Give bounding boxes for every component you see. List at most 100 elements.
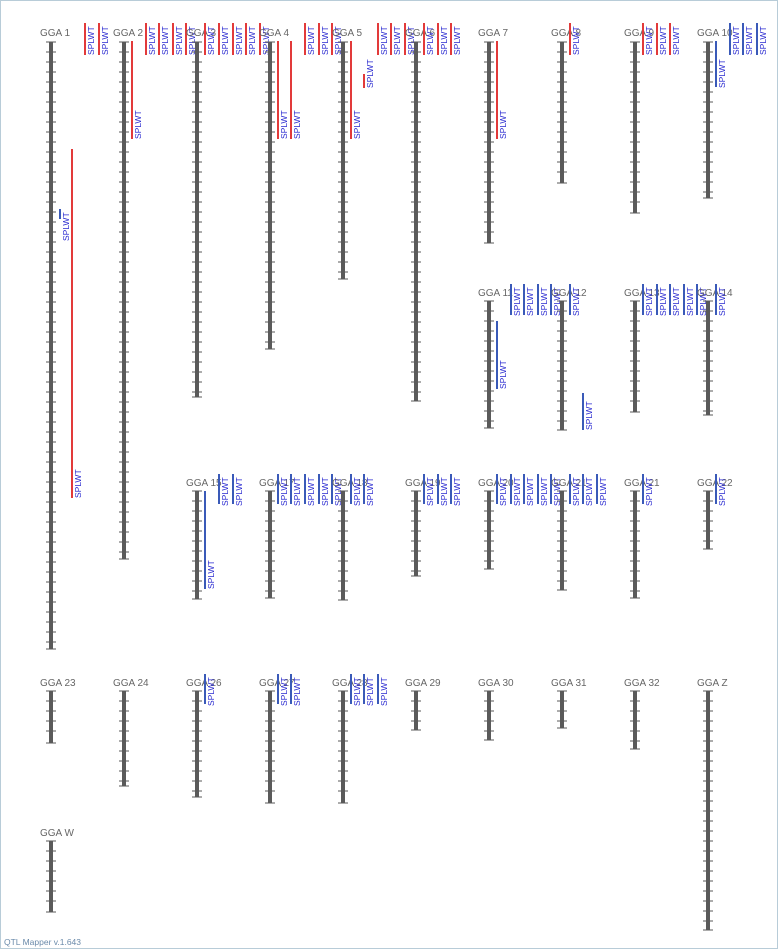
chromosome-bar xyxy=(487,491,491,569)
qtl-label[interactable]: SPLWT xyxy=(439,477,449,506)
qtl-label[interactable]: SPLWT xyxy=(292,110,302,139)
qtl-label[interactable]: SPLWT xyxy=(512,287,522,316)
qtl-label[interactable]: SPLWT xyxy=(658,287,668,316)
qtl-label[interactable]: SPLWT xyxy=(320,477,330,506)
qtl-label[interactable]: SPLWT xyxy=(365,677,375,706)
qtl-label[interactable]: SPLWT xyxy=(717,59,727,88)
qtl-label[interactable]: SPLWT xyxy=(539,287,549,316)
qtl-label[interactable]: SPLWT xyxy=(206,560,216,589)
qtl-label[interactable]: SPLWT xyxy=(552,287,562,316)
qtl-label[interactable]: SPLWT xyxy=(644,26,654,55)
qtl-label[interactable]: SPLWT xyxy=(698,287,708,316)
qtl-label[interactable]: SPLWT xyxy=(498,110,508,139)
qtl-label[interactable]: SPLWT xyxy=(220,26,230,55)
qtl-label[interactable]: SPLWT xyxy=(425,477,435,506)
chromosome-label: GGA W xyxy=(40,828,74,839)
qtl-label[interactable]: SPLWT xyxy=(365,477,375,506)
qtl-label[interactable]: SPLWT xyxy=(306,26,316,55)
qtl-label[interactable]: SPLWT xyxy=(174,26,184,55)
qtl-label[interactable]: SPLWT xyxy=(584,401,594,430)
qtl-label[interactable]: SPLWT xyxy=(512,477,522,506)
qtl-label[interactable]: SPLWT xyxy=(379,26,389,55)
qtl-label[interactable]: SPLWT xyxy=(439,26,449,55)
qtl-label[interactable]: SPLWT xyxy=(352,677,362,706)
qtl-label[interactable]: SPLWT xyxy=(717,477,727,506)
qtl-label[interactable]: SPLWT xyxy=(731,26,741,55)
qtl-label[interactable]: SPLWT xyxy=(133,110,143,139)
qtl-label[interactable]: SPLWT xyxy=(247,26,257,55)
qtl-label[interactable]: SPLWT xyxy=(279,477,289,506)
qtl-label[interactable]: SPLWT xyxy=(406,26,416,55)
qtl-label[interactable]: SPLWT xyxy=(333,477,343,506)
chromosome-label: GGA 32 xyxy=(624,678,660,689)
qtl-label[interactable]: SPLWT xyxy=(234,477,244,506)
chromosome-gga-29: GGA 29 xyxy=(405,678,441,731)
version-footer: QTL Mapper v.1.643 xyxy=(4,937,82,947)
chromosome-bar xyxy=(122,42,126,559)
qtl-label[interactable]: SPLWT xyxy=(571,477,581,506)
chromosome-bar xyxy=(341,491,345,600)
chromosome-label: GGA 30 xyxy=(478,678,514,689)
qtl-label[interactable]: SPLWT xyxy=(758,26,768,55)
chromosome-bar xyxy=(560,301,564,430)
qtl-label[interactable]: SPLWT xyxy=(539,477,549,506)
qtl-label[interactable]: SPLWT xyxy=(61,212,71,241)
qtl-label[interactable]: SPLWT xyxy=(279,677,289,706)
qtl-label[interactable]: SPLWT xyxy=(671,26,681,55)
chromosome-gga-1: GGA 1 SPLWT SPLWT SPLWT SPLWT xyxy=(40,23,110,650)
qtl-label[interactable]: SPLWT xyxy=(584,477,594,506)
qtl-label[interactable]: SPLWT xyxy=(320,26,330,55)
qtl-label[interactable]: SPLWT xyxy=(292,677,302,706)
qtl-label[interactable]: SPLWT xyxy=(147,26,157,55)
qtl-label[interactable]: SPLWT xyxy=(525,477,535,506)
qtl-label[interactable]: SPLWT xyxy=(379,677,389,706)
qtl-label[interactable]: SPLWT xyxy=(571,287,581,316)
qtl-label[interactable]: SPLWT xyxy=(671,287,681,316)
qtl-label[interactable]: SPLWT xyxy=(220,477,230,506)
chromosome-gga-31: GGA 31 xyxy=(551,678,587,729)
qtl-label[interactable]: SPLWT xyxy=(717,287,727,316)
qtl-label[interactable]: SPLWT xyxy=(100,26,110,55)
chromosome-bar xyxy=(487,691,491,740)
qtl-label[interactable]: SPLWT xyxy=(452,477,462,506)
qtl-label[interactable]: SPLWT xyxy=(234,26,244,55)
qtl-label[interactable]: SPLWT xyxy=(598,477,608,506)
qtl-label[interactable]: SPLWT xyxy=(498,360,508,389)
chromosome-bar xyxy=(633,691,637,749)
qtl-label[interactable]: SPLWT xyxy=(571,26,581,55)
chromosome-label: GGA 9 xyxy=(624,28,654,39)
qtl-label[interactable]: SPLWT xyxy=(279,110,289,139)
qtl-label[interactable]: SPLWT xyxy=(744,26,754,55)
qtl-label[interactable]: SPLWT xyxy=(261,26,271,55)
qtl-label[interactable]: SPLWT xyxy=(452,26,462,55)
qtl-label[interactable]: SPLWT xyxy=(352,110,362,139)
qtl-label[interactable]: SPLWT xyxy=(206,26,216,55)
qtl-label[interactable]: SPLWT xyxy=(187,26,197,55)
qtl-label[interactable]: SPLWT xyxy=(206,677,216,706)
qtl-label[interactable]: SPLWT xyxy=(685,287,695,316)
qtl-label[interactable]: SPLWT xyxy=(365,59,375,88)
qtl-label[interactable]: SPLWT xyxy=(644,477,654,506)
qtl-label[interactable]: SPLWT xyxy=(333,26,343,55)
qtl-label[interactable]: SPLWT xyxy=(658,26,668,55)
qtl-label[interactable]: SPLWT xyxy=(425,26,435,55)
qtl-label[interactable]: SPLWT xyxy=(306,477,316,506)
qtl-label[interactable]: SPLWT xyxy=(352,477,362,506)
chromosome-gga-z: GGA Z xyxy=(697,678,728,931)
qtl-label[interactable]: SPLWT xyxy=(160,26,170,55)
qtl-label[interactable]: SPLWT xyxy=(292,477,302,506)
qtl-label[interactable]: SPLWT xyxy=(73,469,83,498)
qtl-label[interactable]: SPLWT xyxy=(552,477,562,506)
qtl-label[interactable]: SPLWT xyxy=(392,26,402,55)
qtl-label[interactable]: SPLWT xyxy=(498,477,508,506)
qtl-label[interactable]: SPLWT xyxy=(525,287,535,316)
qtl-label[interactable]: SPLWT xyxy=(644,287,654,316)
qtl-label[interactable]: SPLWT xyxy=(86,26,96,55)
